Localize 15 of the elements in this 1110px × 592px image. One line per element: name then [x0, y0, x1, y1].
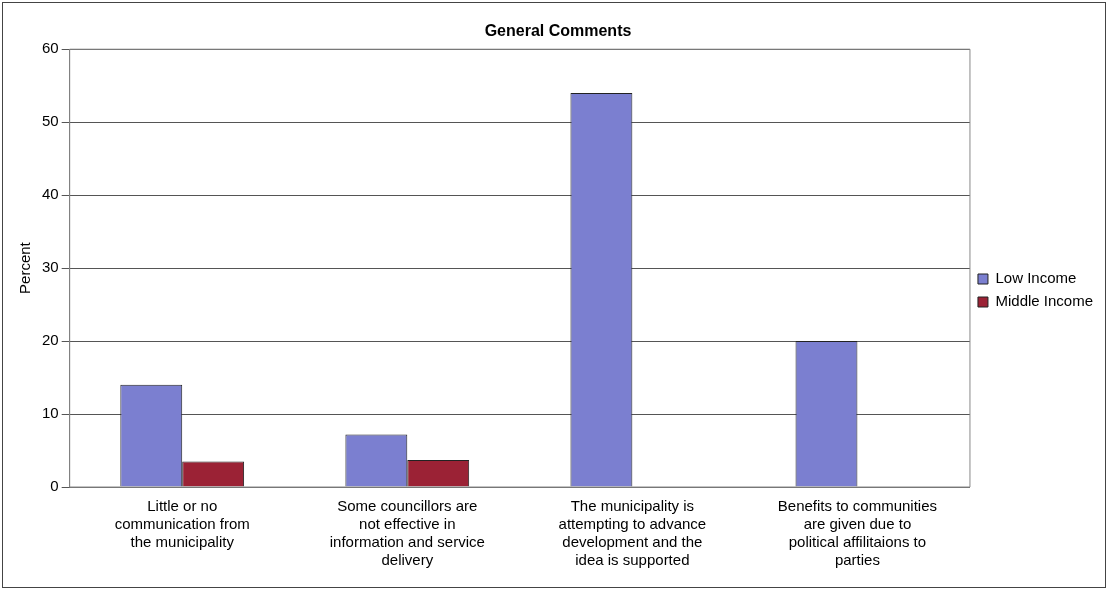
x-tick-label: Little or no communication from the municipality: [114, 497, 250, 551]
y-tick-label: 20: [42, 331, 59, 349]
y-tick-label: 50: [42, 112, 59, 130]
x-tick-label: The municipality is attempting to advance development and the idea is supported: [558, 497, 707, 569]
x-tick-label: Some councillors are not effective in information and service delivery: [329, 497, 485, 569]
legend-label: Middle Income: [995, 292, 1093, 310]
chart-title: General Comments: [484, 22, 632, 40]
y-axis-title: Percent: [16, 241, 34, 294]
y-tick-label: 40: [42, 185, 59, 203]
legend-label: Low Income: [995, 269, 1077, 287]
y-tick-label: 60: [42, 39, 59, 57]
x-tick-label: Benefits to communities are given due to political affilitaions to parties: [777, 497, 938, 569]
y-tick-label: 10: [42, 404, 59, 422]
y-tick-label: 0: [50, 477, 59, 495]
y-tick-label: 30: [42, 258, 59, 276]
